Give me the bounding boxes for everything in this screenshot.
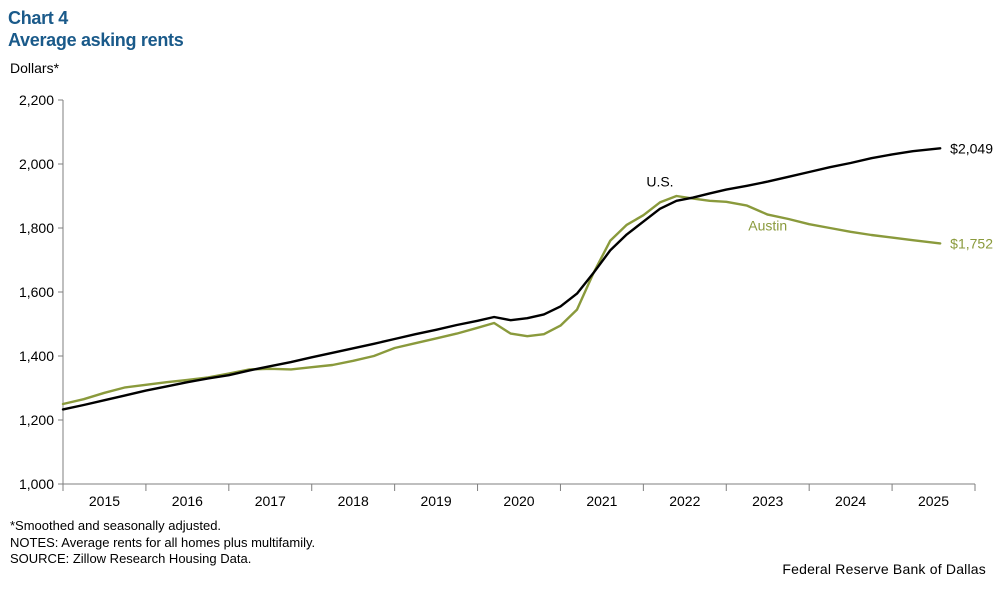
us-series-label: U.S. — [646, 173, 673, 189]
us-series-line — [61, 147, 942, 411]
y-tick-label: 1,800 — [19, 220, 54, 236]
footnote-source: SOURCE: Zillow Research Housing Data. — [10, 551, 252, 566]
austin-series-line — [61, 194, 942, 406]
x-tick-label: 2015 — [89, 493, 120, 509]
credit-line: Federal Reserve Bank of Dallas — [782, 561, 986, 577]
y-axis-unit-label: Dollars* — [10, 60, 60, 76]
y-tick-label: 1,600 — [19, 284, 54, 300]
x-tick-label: 2022 — [669, 493, 700, 509]
footnote-notes: NOTES: Average rents for all homes plus … — [10, 535, 316, 550]
x-tick-label: 2017 — [255, 493, 286, 509]
y-tick-label: 1,000 — [19, 476, 54, 492]
footnote-smoothed: *Smoothed and seasonally adjusted. — [10, 518, 222, 533]
x-tick-label: 2020 — [503, 493, 534, 509]
x-tick-label: 2023 — [752, 493, 783, 509]
x-tick-label: 2021 — [586, 493, 617, 509]
chart-title: Average asking rents — [8, 30, 184, 50]
y-tick-label: 2,200 — [19, 92, 54, 108]
x-tick-label: 2019 — [421, 493, 452, 509]
y-tick-label: 1,400 — [19, 348, 54, 364]
chart-number: Chart 4 — [8, 8, 68, 28]
x-tick-label: 2024 — [835, 493, 866, 509]
x-tick-label: 2018 — [338, 493, 369, 509]
y-tick-label: 1,200 — [19, 412, 54, 428]
y-tick-label: 2,000 — [19, 156, 54, 172]
us-end-value-label: $2,049 — [950, 140, 993, 156]
austin-series-label: Austin — [748, 218, 787, 234]
x-tick-label: 2025 — [918, 493, 949, 509]
x-tick-label: 2016 — [172, 493, 203, 509]
austin-end-value-label: $1,752 — [950, 235, 993, 251]
